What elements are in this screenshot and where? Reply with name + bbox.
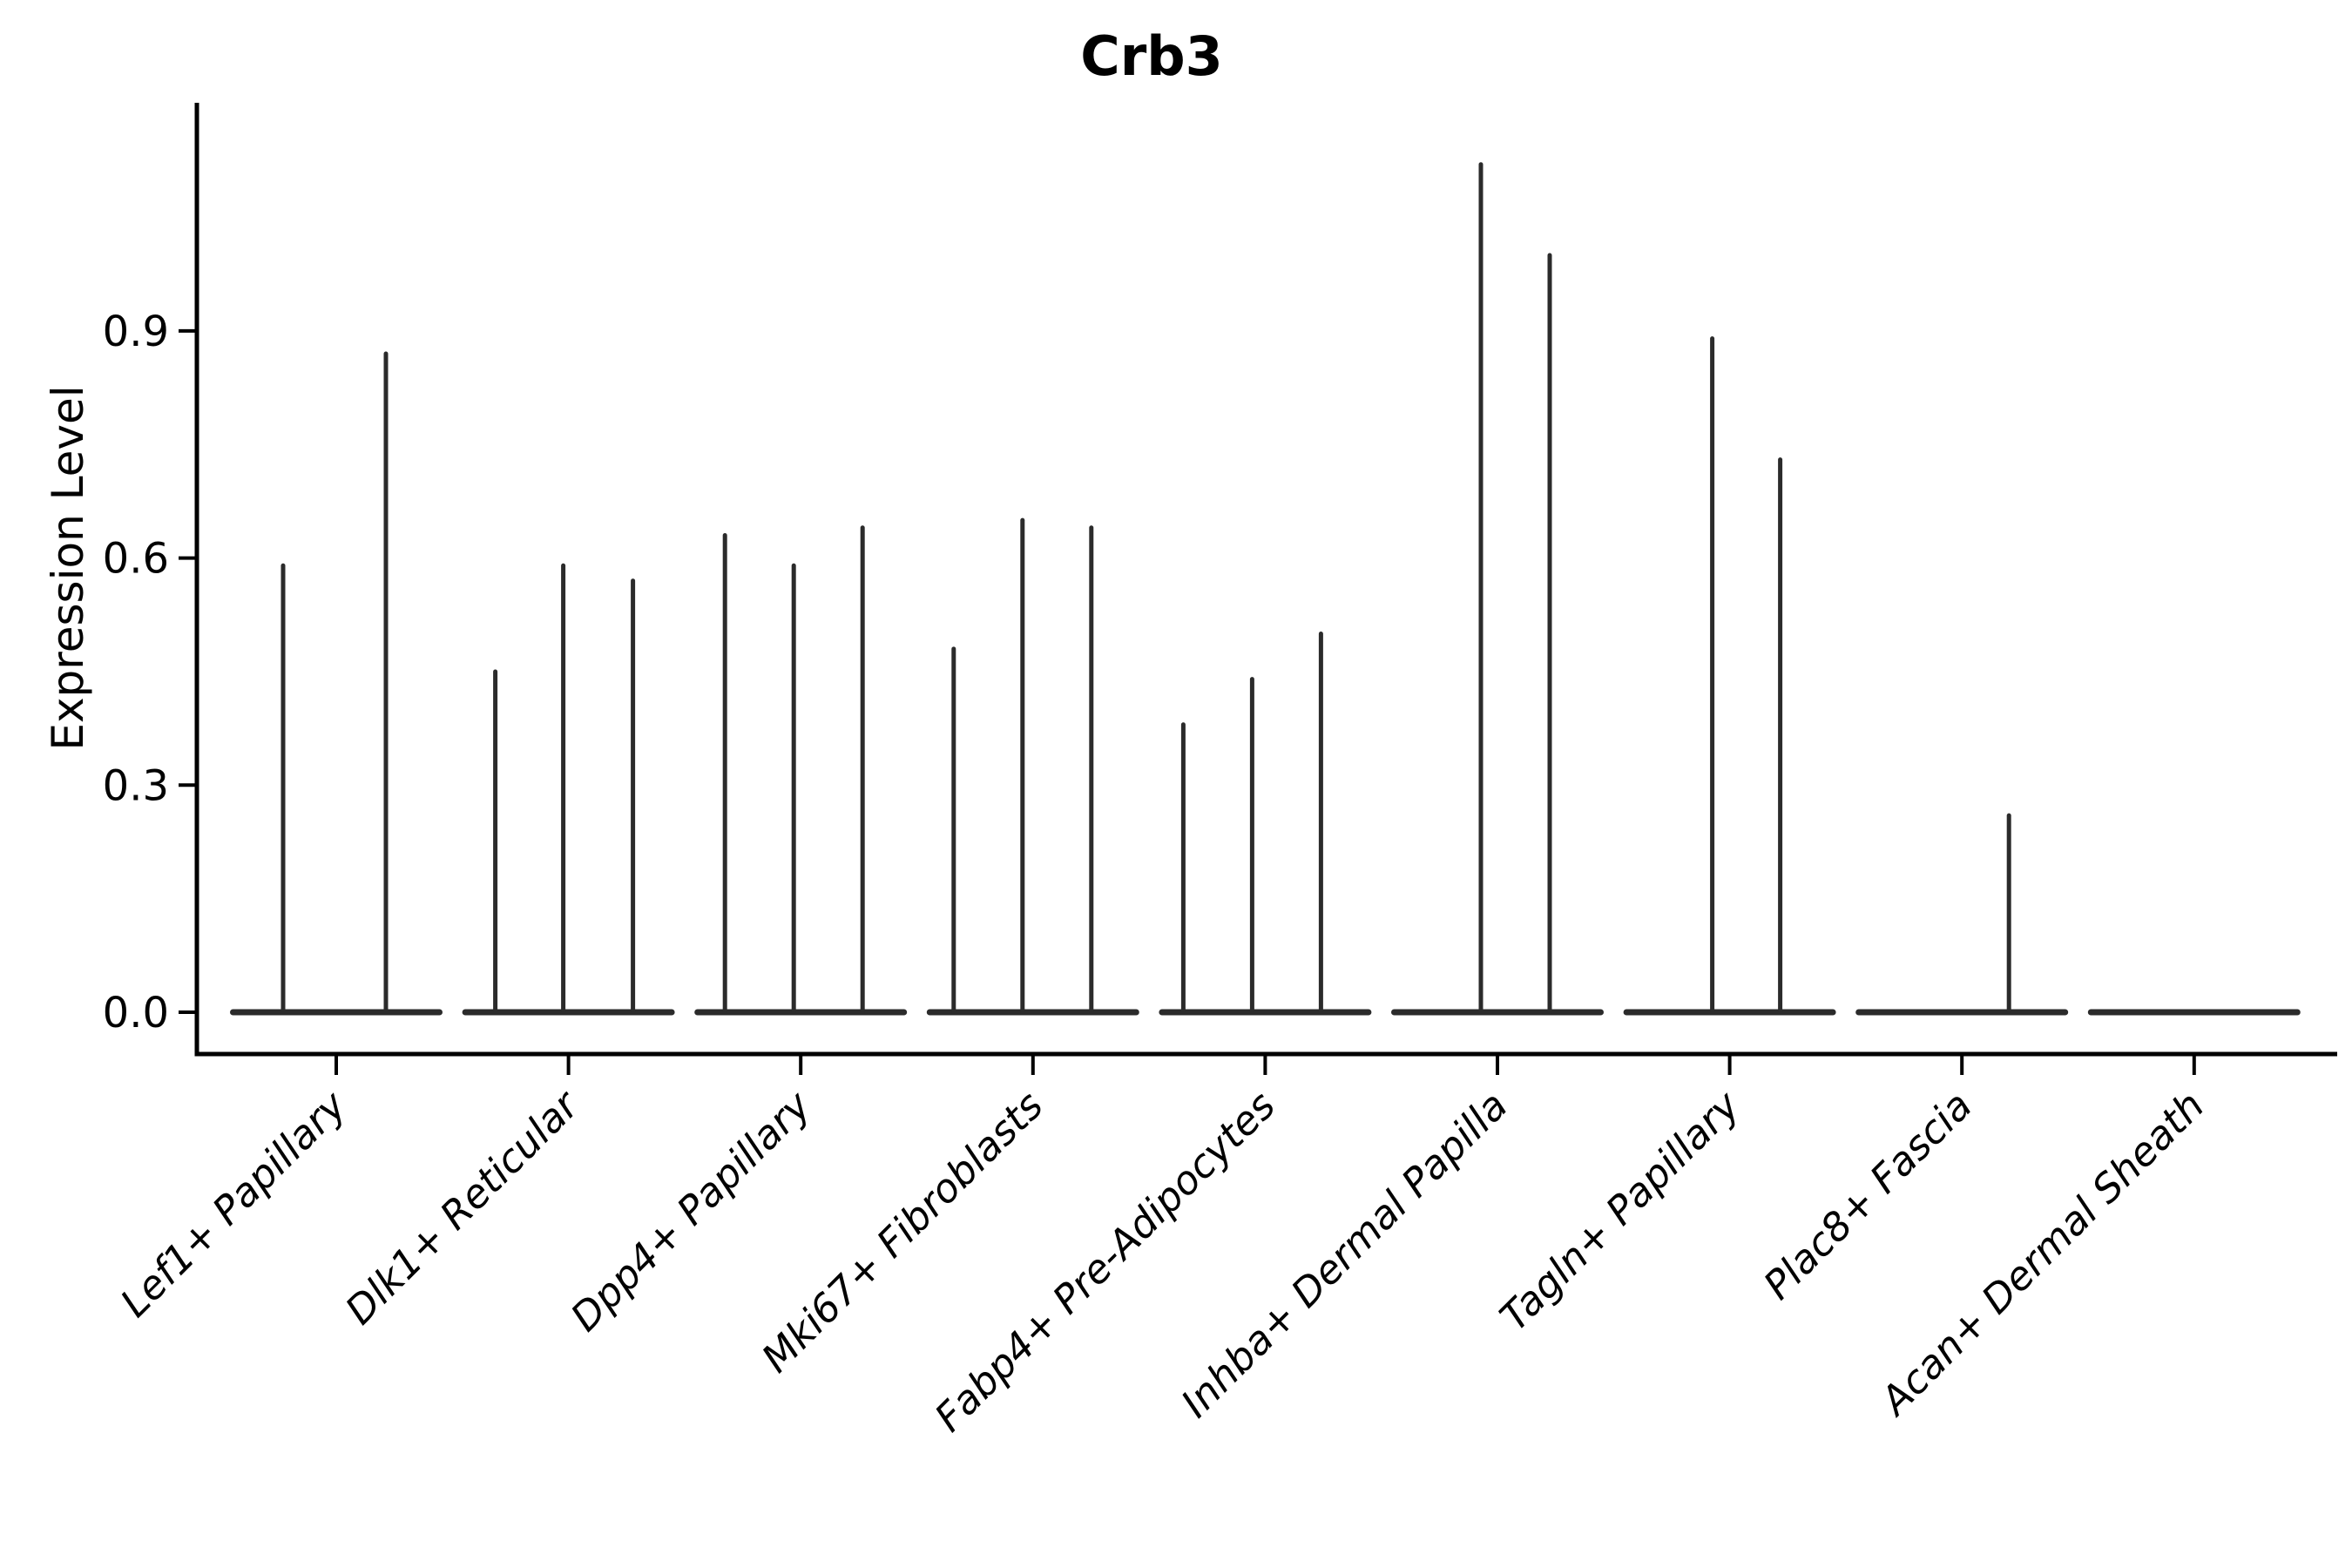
y-tick-label: 0.0 (103, 989, 169, 1037)
violin-base (1159, 1009, 1372, 1016)
violin-group (1159, 632, 1372, 1016)
violin-base (2087, 1009, 2301, 1016)
y-tick-label: 0.9 (103, 308, 169, 356)
violin-group (926, 517, 1139, 1016)
x-category-label: Tagln+ Papillary (1490, 1081, 1749, 1340)
violin-base (694, 1009, 908, 1016)
x-category-label: Dpp4+ Papillary (562, 1081, 821, 1340)
violin-group (694, 525, 908, 1016)
violin-base (230, 1009, 443, 1016)
violin-group (1623, 336, 1836, 1016)
violin-base (462, 1009, 675, 1016)
violin-group (230, 351, 443, 1016)
violin-group (1391, 162, 1604, 1016)
x-category-label: Lef1+ Papillary (112, 1081, 356, 1326)
violin-group (1855, 813, 2069, 1016)
y-tick-label: 0.6 (103, 535, 169, 584)
violin-base (1855, 1009, 2069, 1016)
y-tick-label: 0.3 (103, 761, 169, 810)
violin-group (2087, 1009, 2301, 1016)
chart-title: Crb3 (1080, 24, 1223, 88)
violin-base (926, 1009, 1139, 1016)
violin-base (1623, 1009, 1836, 1016)
violin-group (462, 563, 675, 1016)
violin-base (1391, 1009, 1604, 1016)
x-category-label: Dlk1+ Reticular (336, 1081, 589, 1334)
x-category-label: Plac8+ Fascia (1754, 1082, 1981, 1308)
